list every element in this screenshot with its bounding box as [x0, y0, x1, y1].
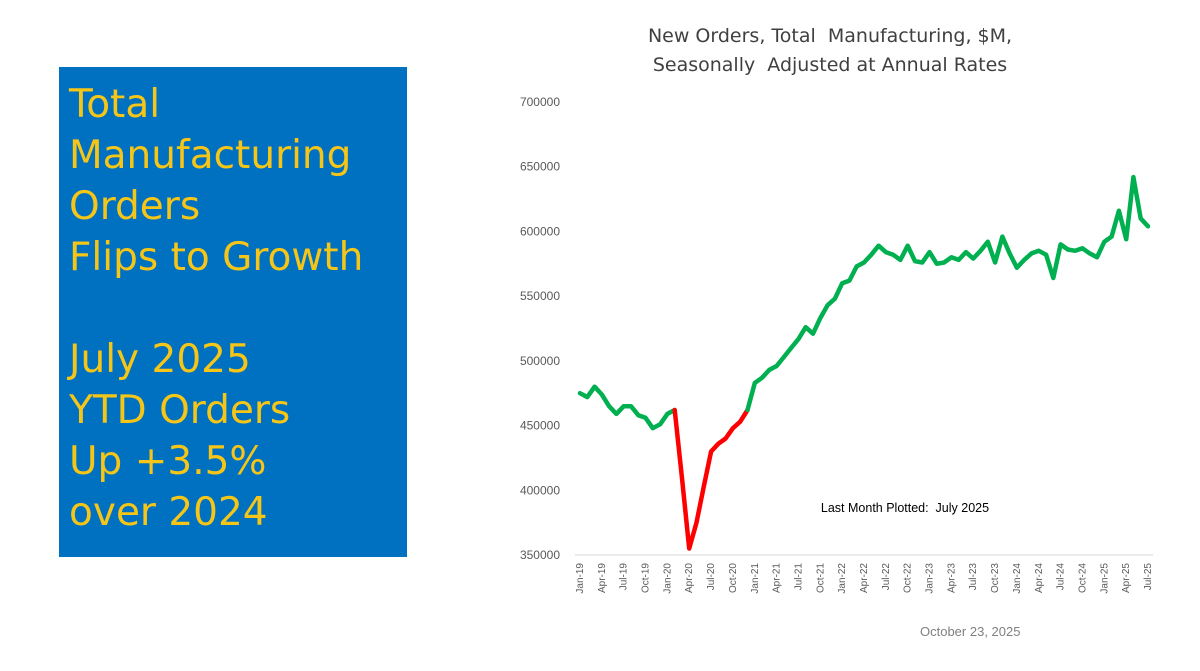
x-tick-label: Jul-25 — [1143, 563, 1154, 591]
x-tick-label: Oct-20 — [728, 563, 739, 593]
detail-line: July 2025 — [69, 337, 251, 382]
y-tick-label: 400000 — [520, 483, 560, 497]
y-tick-label: 550000 — [520, 289, 560, 303]
x-tick-label: Oct-24 — [1077, 563, 1088, 593]
series-segment-decline — [672, 407, 750, 551]
footer-date: October 23, 2025 — [920, 624, 1021, 639]
x-tick-label: Jan-22 — [837, 563, 848, 594]
chart-title-line: Seasonally Adjusted at Annual Rates — [652, 54, 1008, 76]
x-tick-label: Oct-23 — [990, 563, 1001, 593]
x-tick-label: Apr-22 — [859, 563, 870, 593]
x-tick-label: Jan-21 — [750, 563, 761, 594]
y-tick-label: 700000 — [520, 95, 560, 109]
x-tick-label: Jul-23 — [968, 563, 979, 591]
x-tick-label: Apr-19 — [597, 563, 608, 593]
y-tick-label: 600000 — [520, 224, 560, 238]
x-tick-label: Oct-22 — [903, 563, 914, 593]
series-segment-growth — [745, 174, 1151, 413]
detail-line: Up +3.5% — [69, 439, 267, 484]
x-tick-label: Jul-21 — [793, 563, 804, 591]
headline-line: Orders — [69, 184, 201, 229]
series-segment-growth — [577, 384, 677, 431]
chart-title: New Orders, Total Manufacturing, $M, Sea… — [560, 22, 1100, 80]
y-tick-label: 650000 — [520, 160, 560, 174]
x-tick-label: Jan-24 — [1012, 563, 1023, 594]
headline-line: Total — [69, 82, 161, 127]
annotation-last-month: Last Month Plotted: July 2025 — [821, 501, 989, 515]
x-tick-label: Jan-19 — [575, 563, 586, 594]
y-tick-label: 450000 — [520, 419, 560, 433]
x-tick-label: Oct-19 — [641, 563, 652, 593]
x-tick-label: Apr-23 — [946, 563, 957, 593]
x-tick-label: Jan-23 — [925, 563, 936, 594]
detail-line: over 2024 — [69, 490, 268, 535]
x-tick-label: Apr-24 — [1034, 563, 1045, 593]
x-tick-label: Apr-20 — [684, 563, 695, 593]
x-tick-label: Jul-24 — [1056, 563, 1067, 591]
chart-title-line: New Orders, Total Manufacturing, $M, — [647, 25, 1013, 47]
x-tick-label: Jul-22 — [881, 563, 892, 591]
x-tick-label: Jul-19 — [619, 563, 630, 591]
summary-panel: Total Manufacturing Orders Flips to Grow… — [59, 67, 407, 557]
y-tick-label: 500000 — [520, 354, 560, 368]
x-tick-label: Jul-20 — [706, 563, 717, 591]
x-tick-label: Apr-25 — [1121, 563, 1132, 593]
x-tick-label: Jan-25 — [1099, 563, 1110, 594]
x-tick-label: Jan-20 — [662, 563, 673, 594]
x-tick-label: Apr-21 — [772, 563, 783, 593]
headline-line: Manufacturing — [69, 133, 352, 178]
y-tick-label: 350000 — [520, 548, 560, 562]
x-tick-label: Oct-21 — [815, 563, 826, 593]
detail-line: YTD Orders — [69, 388, 291, 433]
headline-line: Flips to Growth — [69, 235, 364, 280]
